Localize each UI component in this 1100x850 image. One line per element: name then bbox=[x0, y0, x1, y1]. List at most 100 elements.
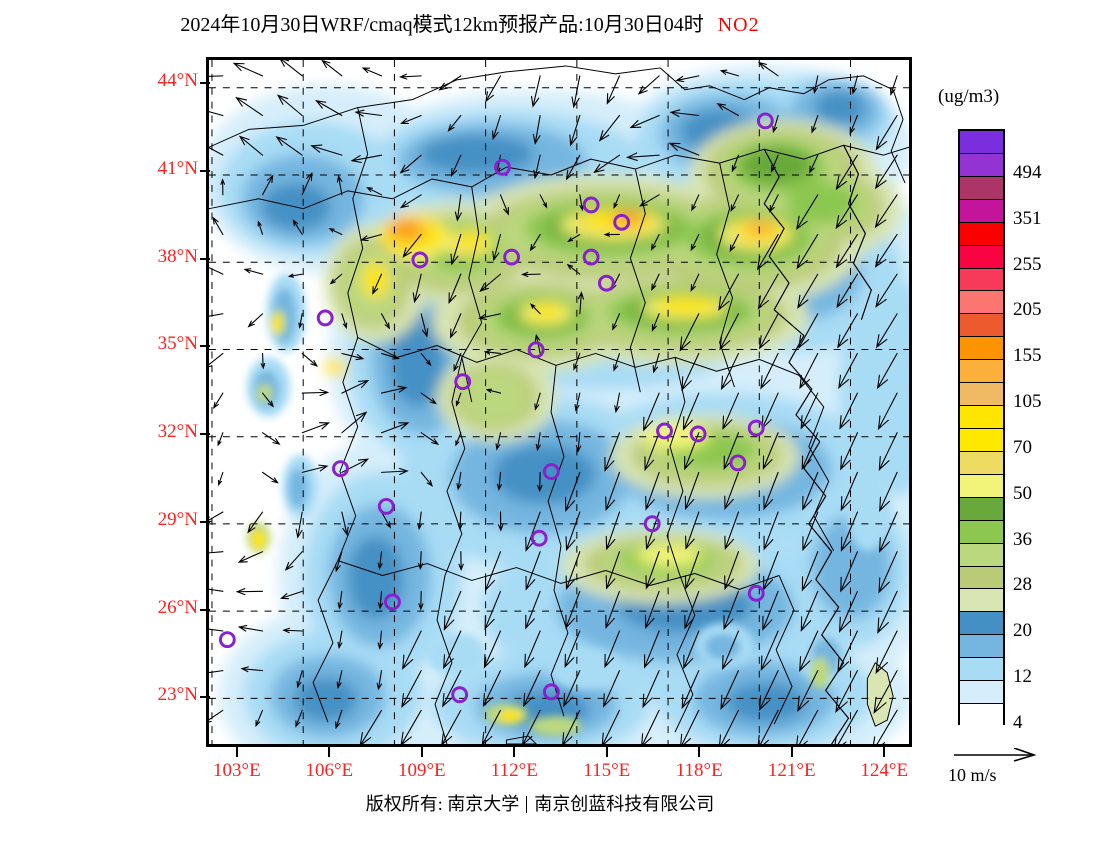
wind-arrow bbox=[292, 219, 303, 236]
colorbar-band-18 bbox=[960, 543, 1003, 567]
lat-label-26: 26°N bbox=[157, 596, 198, 618]
wind-arrow bbox=[402, 630, 422, 670]
colorbar-band-7 bbox=[960, 291, 1003, 315]
wind-arrow bbox=[336, 670, 343, 690]
wind-arrow bbox=[798, 313, 819, 349]
wind-arrow bbox=[450, 233, 462, 266]
wind-arrow bbox=[626, 152, 660, 161]
wind-arrow bbox=[796, 709, 819, 744]
wind-arrow bbox=[535, 432, 541, 452]
wind-arrow bbox=[564, 471, 581, 513]
wind-arrow bbox=[763, 511, 779, 551]
lon-tick-112 bbox=[513, 747, 516, 757]
wind-arrow bbox=[337, 630, 343, 650]
lon-tick-103 bbox=[235, 747, 238, 757]
wind-arrow bbox=[284, 551, 303, 571]
wind-arrow bbox=[298, 313, 303, 329]
wind-arrow bbox=[565, 590, 581, 630]
wind-arrow bbox=[485, 75, 502, 103]
wind-arrow bbox=[220, 178, 226, 196]
wind-arrow bbox=[209, 313, 224, 317]
wind-arrow bbox=[720, 352, 740, 391]
lat-label-23: 23°N bbox=[157, 684, 198, 706]
wind-arrow bbox=[479, 273, 502, 293]
wind-arrow bbox=[651, 273, 660, 291]
wind-arrow bbox=[680, 709, 700, 744]
wind-arrow bbox=[359, 709, 383, 744]
wind-arrow bbox=[399, 194, 422, 209]
wind-arrow bbox=[760, 352, 779, 390]
station-marker bbox=[643, 515, 661, 533]
colorbar[interactable] bbox=[958, 129, 1005, 727]
lon-tick-118 bbox=[698, 747, 701, 757]
wind-arrow bbox=[261, 392, 274, 408]
wind-arrow bbox=[380, 385, 408, 394]
wind-arrow bbox=[569, 114, 581, 147]
wind-arrow bbox=[873, 709, 898, 744]
wind-arrow bbox=[604, 630, 621, 669]
wind-arrow bbox=[485, 388, 502, 394]
wind-arrow bbox=[441, 709, 462, 744]
title-text: 2024年10月30日WRF/cmaq模式12km预报产品:10月30日04时 bbox=[180, 14, 704, 36]
colorbar-band-9 bbox=[960, 337, 1003, 361]
wind-arrow bbox=[802, 471, 819, 511]
wind-arrow bbox=[495, 432, 502, 451]
station-marker bbox=[747, 419, 765, 437]
wind-arrow bbox=[454, 194, 462, 222]
station-markers bbox=[218, 112, 774, 704]
wind-arrow bbox=[458, 551, 464, 572]
station-marker bbox=[756, 112, 774, 130]
wind-arrow bbox=[838, 590, 858, 633]
map-plot-area[interactable] bbox=[206, 57, 912, 747]
wind-arrow bbox=[209, 143, 224, 156]
wind-arrow bbox=[279, 590, 303, 600]
wind-arrow bbox=[614, 392, 621, 414]
wind-arrow bbox=[729, 233, 740, 253]
wind-scale-label: 10 m/s bbox=[948, 765, 997, 785]
wind-arrow bbox=[724, 511, 740, 551]
wind-arrow bbox=[724, 551, 740, 591]
wind-arrow bbox=[534, 392, 541, 411]
wind-arrow bbox=[639, 194, 660, 207]
wind-arrow bbox=[720, 670, 740, 710]
wind-arrow bbox=[537, 471, 543, 493]
wind-arrow bbox=[730, 194, 740, 212]
wind-arrow bbox=[796, 233, 819, 270]
wind-arrow bbox=[209, 75, 224, 77]
wind-arrow bbox=[457, 511, 463, 531]
wind-arrow bbox=[757, 61, 779, 77]
wind-arrow bbox=[565, 551, 581, 591]
wind-arrow bbox=[763, 551, 779, 591]
station-marker bbox=[527, 341, 545, 359]
wind-arrow bbox=[851, 75, 858, 95]
wind-arrow bbox=[890, 75, 898, 96]
wind-arrow bbox=[335, 551, 343, 573]
wind-arrow bbox=[240, 666, 264, 673]
wind-arrow bbox=[629, 114, 660, 129]
wind-arrow bbox=[603, 670, 621, 708]
wind-arrow bbox=[533, 154, 541, 180]
lon-tick-115 bbox=[605, 747, 608, 757]
wind-arrow bbox=[835, 154, 858, 191]
wind-arrow bbox=[213, 392, 224, 410]
wind-arrow bbox=[762, 590, 779, 631]
wind-arrow bbox=[261, 432, 281, 445]
wind-arrow bbox=[849, 114, 858, 135]
colorbar-label-4: 4 bbox=[1013, 712, 1023, 733]
concentration-field bbox=[209, 64, 909, 744]
wind-arrow bbox=[719, 69, 740, 77]
wind-arrow bbox=[276, 94, 303, 117]
wind-arrow bbox=[321, 60, 343, 77]
lon-label-118: 118°E bbox=[675, 760, 723, 781]
lat-tick-32 bbox=[200, 433, 210, 436]
wind-arrow bbox=[261, 174, 274, 196]
wind-arrow bbox=[799, 352, 819, 390]
wind-arrow bbox=[565, 511, 581, 552]
title-species: NO2 bbox=[717, 14, 760, 36]
colorbar-label-105: 105 bbox=[1013, 391, 1042, 413]
wind-arrow bbox=[716, 103, 740, 117]
lon-label-115: 115°E bbox=[583, 760, 631, 781]
station-marker bbox=[332, 460, 349, 478]
wind-arrow bbox=[731, 154, 740, 173]
wind-arrow bbox=[329, 273, 343, 285]
